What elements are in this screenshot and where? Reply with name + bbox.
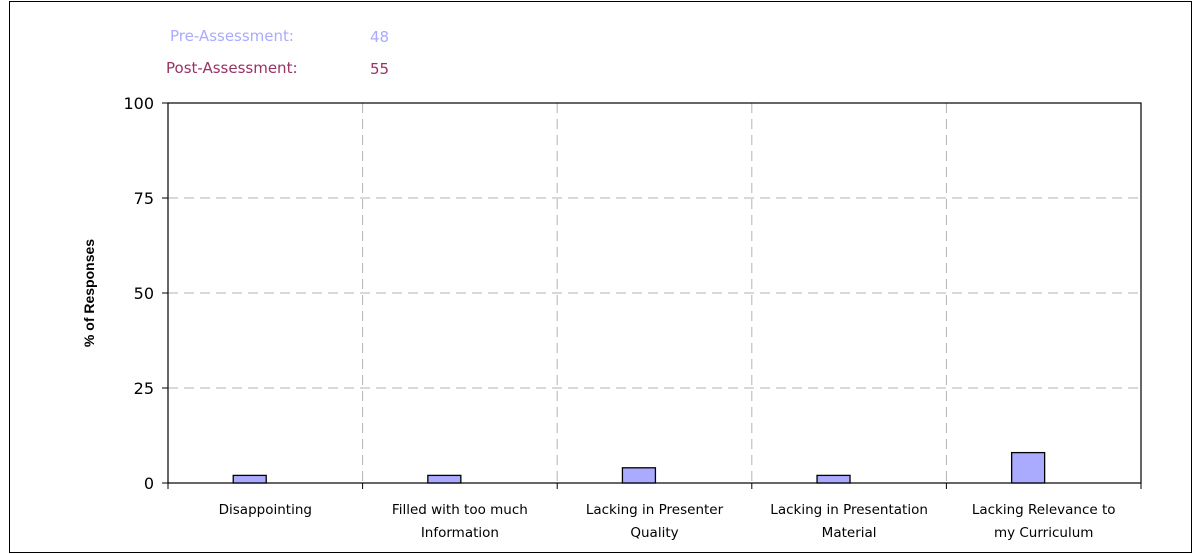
x-category-label: Filled with too much [392,502,528,518]
bar-pre-assessment [427,474,462,484]
bar-pre-assessment [1010,451,1046,484]
x-category-label: Quality [630,525,678,541]
bar-pre-assessment [621,467,657,484]
y-tick-label: 0 [144,474,154,493]
x-category-label: my Curriculum [994,525,1093,541]
x-category-label: Disappointing [219,502,312,518]
y-tick-label: 100 [123,94,154,113]
y-tick-label: 50 [134,284,154,303]
legend-post-label: Post-Assessment: [166,59,298,77]
y-tick-label: 75 [134,189,154,208]
legend-pre-label: Pre-Assessment: [170,27,294,45]
x-category-label: Lacking in Presentation [770,502,928,518]
bar-pre-assessment [232,474,267,484]
y-tick-label: 25 [134,379,154,398]
y-axis-title: % of Responses [81,239,97,347]
x-category-label: Information [421,525,499,541]
legend-post-value: 55 [370,60,390,78]
x-category-label: Lacking Relevance to [972,502,1116,518]
bar-pre-assessment [816,474,851,484]
x-category-label: Material [822,525,877,541]
legend-pre-value: 48 [370,28,390,46]
x-category-label: Lacking in Presenter [586,502,724,518]
chart-frame [9,1,1192,553]
